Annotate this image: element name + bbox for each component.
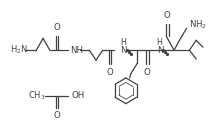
- Text: O: O: [53, 23, 60, 32]
- Text: NH: NH: [70, 46, 83, 55]
- Text: O: O: [53, 111, 60, 120]
- Text: H$_2$N: H$_2$N: [10, 44, 28, 56]
- Text: OH: OH: [72, 91, 85, 100]
- Text: N: N: [120, 46, 127, 55]
- Text: H: H: [120, 38, 126, 47]
- Text: N: N: [157, 46, 163, 55]
- Text: CH$_3$: CH$_3$: [28, 89, 45, 102]
- Text: NH$_2$: NH$_2$: [189, 18, 207, 31]
- Text: O: O: [144, 68, 150, 77]
- Text: O: O: [106, 68, 113, 77]
- Text: H: H: [157, 38, 162, 47]
- Text: O: O: [164, 11, 171, 21]
